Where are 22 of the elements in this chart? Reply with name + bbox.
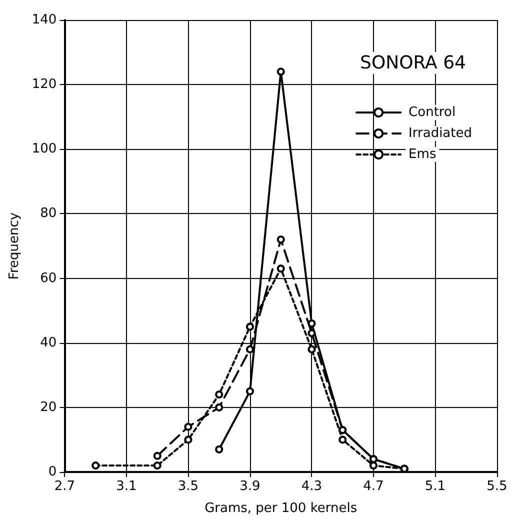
y-tick-label: 40 bbox=[40, 335, 57, 350]
legend-label: Irradiated bbox=[408, 126, 472, 141]
y-axis-title: Frequency bbox=[7, 212, 22, 280]
x-tick-label: 3.1 bbox=[116, 479, 137, 494]
text: SONORA 64 bbox=[360, 52, 466, 74]
x-tick-label: 5.5 bbox=[486, 479, 508, 494]
y-tick-label: 80 bbox=[40, 206, 57, 222]
y-tick-label: 140 bbox=[32, 12, 57, 28]
x-tick-label: 3.5 bbox=[178, 479, 199, 494]
x-tick-label: 4.3 bbox=[301, 479, 322, 494]
y-tick-label: 60 bbox=[40, 270, 57, 286]
y-tick-label: 0 bbox=[48, 464, 57, 480]
x-tick-label: 5.1 bbox=[424, 479, 446, 494]
y-tick-label: 20 bbox=[40, 400, 57, 415]
y-tick-label: 100 bbox=[32, 142, 57, 157]
y-tick-label: 120 bbox=[32, 77, 57, 92]
x-tick-label: 4.7 bbox=[363, 479, 384, 494]
x-tick-label: 2.7 bbox=[54, 479, 76, 494]
legend-label: Control bbox=[408, 105, 456, 120]
legend-label: Ems bbox=[408, 147, 436, 162]
x-axis-title: Grams, per 100 kernels bbox=[204, 501, 358, 516]
x-tick-label: 3.9 bbox=[240, 479, 260, 494]
